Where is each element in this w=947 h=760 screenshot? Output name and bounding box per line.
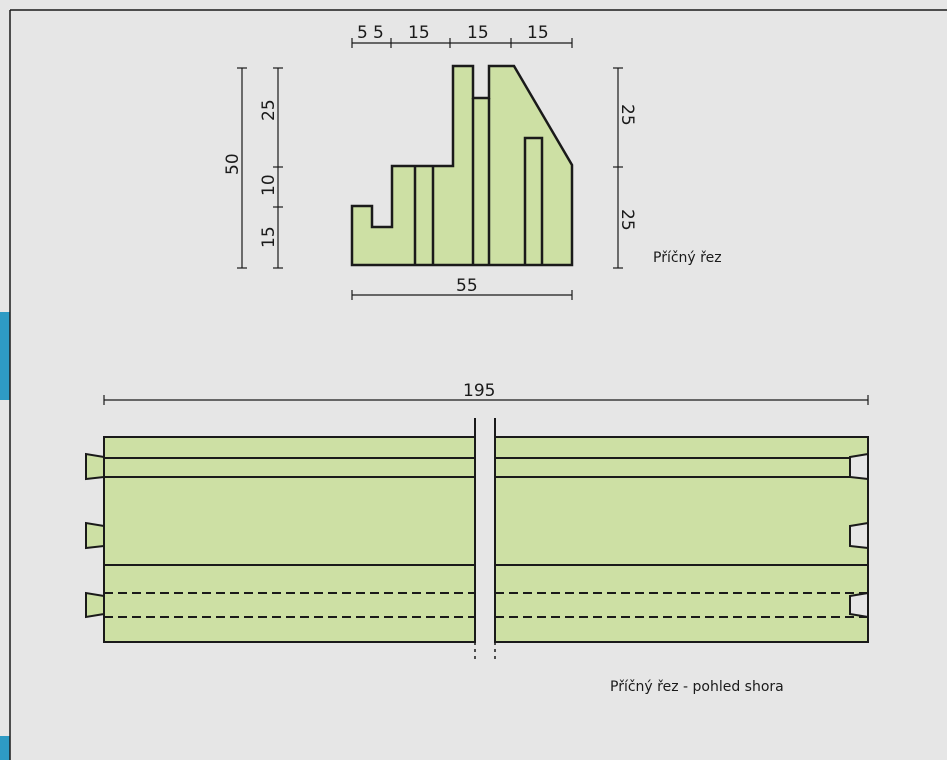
top-dimension-line (351, 38, 573, 48)
lamella-edge-lines (104, 457, 868, 566)
hidden-groove-lines (104, 592, 868, 618)
mortise-right-top (849, 452, 869, 481)
left-dim-15: 15 (259, 226, 279, 248)
top-dim-5a: 5 (357, 23, 368, 43)
top-dim-15c: 15 (527, 23, 549, 43)
tenon-left-middle (85, 521, 105, 550)
bottom-dimension-line (351, 290, 573, 300)
length-dim-195: 195 (463, 381, 495, 401)
top-dim-15a: 15 (408, 23, 430, 43)
side-tab-upper (0, 312, 10, 400)
left-partial-dimension-line (273, 67, 283, 269)
beam-left-body (103, 436, 476, 643)
mortise-right-middle (849, 521, 869, 550)
top-view: 195 (85, 381, 869, 695)
side-tab-lower (0, 736, 10, 760)
left-total-dim-50: 50 (223, 153, 243, 175)
tenon-left-top (85, 452, 105, 481)
right-dim-25-upper: 25 (617, 104, 637, 126)
top-view-caption: Příčný řez - pohled shora (610, 679, 784, 695)
top-dim-15b: 15 (467, 23, 489, 43)
right-dimension-line (613, 67, 623, 269)
mortises-right (849, 452, 869, 619)
right-dim-25-lower: 25 (617, 209, 637, 231)
tenons-left (85, 452, 105, 619)
tenon-left-bottom (85, 591, 105, 619)
lamella-lines (413, 98, 544, 265)
bottom-dim-55: 55 (456, 276, 478, 296)
left-dim-10: 10 (259, 174, 279, 196)
cross-section-caption: Příčný řez (653, 250, 722, 266)
beam-right-body (494, 436, 869, 643)
left-total-dimension-line (237, 67, 247, 269)
top-dim-5b: 5 (373, 23, 384, 43)
mortise-right-bottom (849, 591, 869, 619)
length-dimension-line (103, 395, 869, 405)
left-dim-25: 25 (259, 99, 279, 121)
cross-section-view: 5 5 15 15 15 50 25 10 15 25 (223, 23, 722, 300)
cross-section-profile (350, 64, 574, 267)
